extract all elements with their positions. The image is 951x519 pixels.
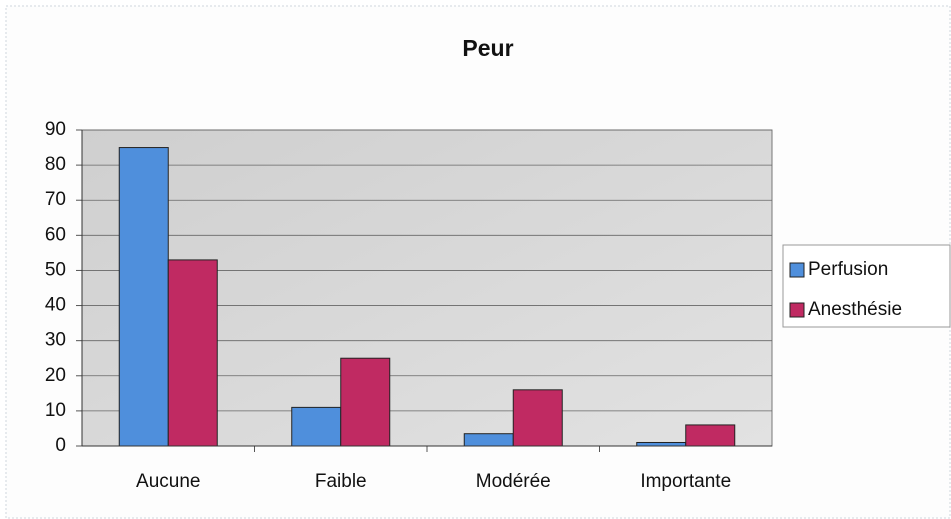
- x-tick-label: Aucune: [136, 471, 200, 492]
- legend-label: Perfusion: [808, 259, 888, 280]
- bar: [167, 259, 218, 447]
- bar: [118, 147, 169, 447]
- y-tick-label: 0: [55, 435, 66, 456]
- x-tick-label: Faible: [315, 471, 367, 492]
- y-tick-label: 60: [45, 224, 66, 245]
- y-tick-label: 70: [45, 189, 66, 210]
- y-tick-label: 80: [45, 154, 66, 175]
- y-tick-label: 50: [45, 259, 66, 280]
- y-tick-label: 90: [45, 119, 66, 140]
- bar: [340, 357, 391, 447]
- bar: [291, 406, 342, 447]
- legend-swatch: [789, 262, 805, 278]
- legend-label: Anesthésie: [808, 299, 902, 320]
- bar: [636, 441, 687, 447]
- bar: [685, 424, 736, 447]
- x-tick-label: Importante: [640, 471, 731, 492]
- y-tick-label: 30: [45, 330, 66, 351]
- legend-frame: [782, 244, 951, 328]
- y-tick-label: 20: [45, 365, 66, 386]
- y-tick-label: 40: [45, 295, 66, 316]
- bar: [463, 433, 514, 447]
- chart-title: Peur: [462, 35, 513, 61]
- x-tick-label: Modérée: [476, 471, 551, 492]
- bar: [512, 389, 563, 447]
- legend-swatch: [789, 302, 805, 318]
- y-tick-label: 10: [45, 400, 66, 421]
